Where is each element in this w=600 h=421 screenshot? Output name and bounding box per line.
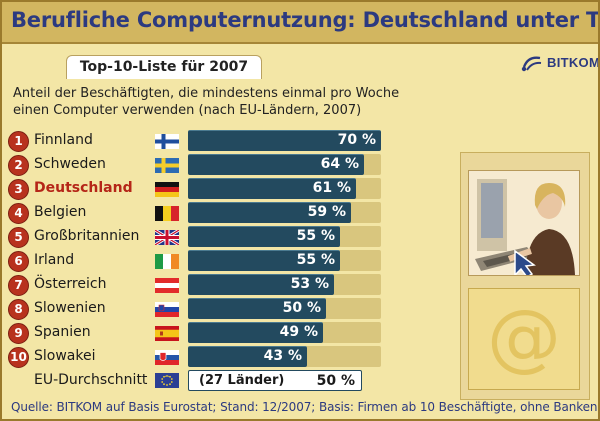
country-label: Slowenien (34, 300, 106, 316)
bar-value-label: 64 % (320, 156, 359, 172)
rank-badge: 5 (8, 227, 29, 248)
flag-icon (155, 302, 179, 317)
eu-average-bar: (27 Länder) 50 % (188, 370, 362, 391)
eu-average-label: EU-Durchschnitt (34, 372, 148, 388)
rank-badge: 9 (8, 323, 29, 344)
eu-average-row: EU-Durchschnitt (27 Länder) 50 % (2, 369, 382, 391)
bar (188, 130, 381, 151)
bar-value-label: 59 % (307, 204, 346, 220)
country-label: Belgien (34, 204, 87, 220)
chart-description: Anteil der Beschäftigten, die mindestens… (13, 85, 443, 119)
page-title: Berufliche Computernutzung: Deutschland … (11, 8, 600, 32)
bar-value-label: 49 % (279, 324, 318, 340)
flag-icon (155, 254, 179, 269)
country-label: Schweden (34, 156, 106, 172)
description-line-2: einen Computer verwenden (nach EU-Länder… (13, 103, 362, 118)
country-label: Deutschland (34, 180, 133, 196)
bar-value-label: 61 % (312, 180, 351, 196)
country-label: Großbritannien (34, 228, 140, 244)
flag-icon (155, 230, 179, 245)
rank-badge: 1 (8, 131, 29, 152)
rank-badge: 10 (8, 347, 29, 368)
flag-icon (155, 134, 179, 149)
bitkom-logo-icon (521, 56, 542, 72)
eu-flag-icon (155, 373, 179, 388)
bar-value-label: 70 % (337, 132, 376, 148)
country-label: Slowakei (34, 348, 96, 364)
description-line-1: Anteil der Beschäftigten, die mindestens… (13, 86, 400, 101)
rank-badge: 4 (8, 203, 29, 224)
rank-badge: 3 (8, 179, 29, 200)
bar (188, 250, 340, 271)
bar-row-2: 2 Schweden 64 % (2, 153, 382, 176)
bar (188, 178, 356, 199)
bar-value-label: 53 % (290, 276, 329, 292)
bar (188, 346, 307, 367)
flag-icon (155, 278, 179, 293)
rank-badge: 2 (8, 155, 29, 176)
bar (188, 202, 351, 223)
bar-value-label: 50 % (282, 300, 321, 316)
bar-row-8: 8 Slowenien 50 % (2, 297, 382, 320)
flag-icon (155, 182, 179, 197)
source-note: Quelle: BITKOM auf Basis Eurostat; Stand… (11, 400, 598, 414)
computer-user-icon (469, 171, 579, 278)
bar-row-5: 5 Großbritannien 55 % (2, 225, 382, 248)
rank-badge: 8 (8, 299, 29, 320)
bar (188, 226, 340, 247)
bar (188, 322, 323, 343)
bar (188, 298, 326, 319)
bar-value-label: 55 % (296, 228, 335, 244)
country-label: Irland (34, 252, 75, 268)
eu-average-note: (27 Länder) (199, 373, 285, 388)
bar (188, 154, 364, 175)
eu-average-value: 50 % (316, 373, 355, 389)
bar-row-7: 7 Österreich 53 % (2, 273, 382, 296)
person-at-computer-illustration (468, 170, 580, 278)
subtitle-tab: Top-10-Liste für 2007 (66, 55, 262, 79)
bar-value-label: 55 % (296, 252, 335, 268)
bar-row-4: 4 Belgien 59 % (2, 201, 382, 224)
bar-row-6: 6 Irland 55 % (2, 249, 382, 272)
bar-row-10: 10 Slowakei 43 % (2, 345, 382, 368)
flag-icon (155, 326, 179, 341)
at-sign-icon: @ (487, 294, 561, 380)
country-label: Österreich (34, 276, 107, 292)
bar-row-3: 3 Deutschland 61 % (2, 177, 382, 200)
rank-badge: 7 (8, 275, 29, 296)
at-symbol-decoration: @ (468, 288, 580, 390)
bar-value-label: 43 % (263, 348, 302, 364)
bitkom-logo-text: BITKOM (547, 55, 600, 70)
header-band: Berufliche Computernutzung: Deutschland … (2, 2, 598, 44)
country-label: Finnland (34, 132, 93, 148)
bar (188, 274, 334, 295)
bar-row-9: 9 Spanien 49 % (2, 321, 382, 344)
flag-icon (155, 350, 179, 365)
rank-badge: 6 (8, 251, 29, 272)
flag-icon (155, 206, 179, 221)
bar-row-1: 1 Finnland 70 % (2, 129, 382, 152)
country-label: Spanien (34, 324, 91, 340)
flag-icon (155, 158, 179, 173)
